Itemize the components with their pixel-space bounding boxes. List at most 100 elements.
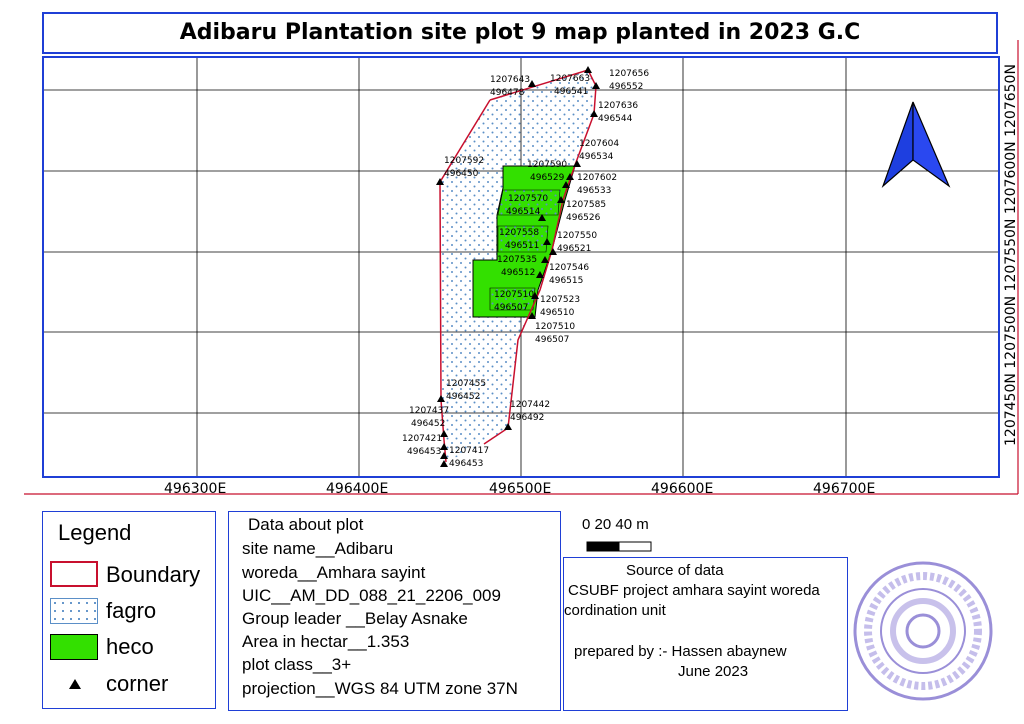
prepared-by: prepared by :- Hassen abaynew [574, 643, 787, 660]
corner-label-e: 496521 [557, 244, 591, 254]
corner-label-e: 496478 [490, 88, 525, 98]
corner-marker [584, 66, 592, 73]
legend-boundary-swatch [50, 561, 98, 587]
corner-label-e: 496526 [566, 213, 601, 223]
corner-labels: 1207643 496478 1207663 496541 1207656 49… [402, 69, 649, 469]
corner-marker [536, 271, 544, 278]
corner-label-e: 496453 [449, 459, 483, 469]
heco-gap [497, 189, 561, 216]
corner-label-n: 1207510 [535, 322, 575, 332]
corner-marker [440, 460, 448, 467]
corner-label-e: 496450 [444, 169, 479, 179]
plot-info-box [228, 511, 561, 711]
corner-label-n: 1207535 [497, 255, 537, 265]
corner-label-e: 496529 [530, 173, 565, 183]
north-arrow-icon [881, 101, 951, 188]
corner-markers [436, 66, 600, 467]
plot-info-heading: Data about plot [248, 515, 364, 534]
legend-label: Boundary [106, 562, 201, 587]
plot-class: plot class__3+ [242, 655, 352, 674]
legend-label: fagro [106, 598, 157, 623]
corner-label-n: 1207421 [402, 434, 442, 444]
corner-marker [504, 423, 512, 430]
legend-heco-swatch [50, 634, 98, 660]
corner-label-n: 1207604 [579, 139, 619, 149]
corner-label-e: 496534 [579, 152, 614, 162]
corner-label-e: 496512 [501, 268, 535, 278]
x-tick-label: 496500E [489, 481, 552, 497]
corner-label-e: 496507 [535, 335, 569, 345]
plot-group-leader: Group leader __Belay Asnake [242, 609, 468, 628]
corner-label-n: 1207636 [598, 101, 638, 111]
corner-label-e: 496514 [506, 207, 541, 217]
corner-label-e: 496452 [411, 419, 445, 429]
corner-label-n: 1207663 [550, 74, 590, 84]
map-canvas: 1207643 496478 1207663 496541 1207656 49… [24, 40, 1019, 495]
x-tick-label: 496600E [651, 481, 714, 497]
x-tick-label: 496300E [164, 481, 227, 497]
y-axis-labels: 1207450N 1207500N 1207550N 1207600N 1207… [1003, 54, 1023, 446]
map-title: Adibaru Plantation site plot 9 map plant… [42, 12, 998, 54]
corner-marker [590, 110, 598, 117]
plot-area: Area in hectar__1.353 [242, 632, 410, 651]
y-axis-text: 1207450N 1207500N 1207550N 1207600N 1207… [1003, 64, 1019, 446]
legend-title: Legend [58, 520, 132, 545]
corner-marker [440, 443, 448, 450]
corner-marker [437, 395, 445, 402]
corner-label-n: 1207550 [557, 231, 597, 241]
prepared-date: June 2023 [678, 663, 749, 680]
corner-label-e: 496453 [407, 447, 441, 457]
corner-label-n: 1207442 [510, 400, 550, 410]
corner-marker [557, 196, 565, 203]
corner-label-e: 496510 [540, 308, 575, 318]
x-tick-label: 496700E [813, 481, 876, 497]
scale-bar [586, 541, 652, 552]
corner-label-n: 1207558 [499, 228, 539, 238]
legend-label: corner [106, 671, 169, 696]
corner-label-e: 496511 [505, 241, 539, 251]
corner-label-e: 496507 [494, 303, 528, 313]
corner-marker [543, 238, 551, 245]
source-heading: Source of data [626, 562, 724, 579]
x-tick-label: 496400E [326, 481, 389, 497]
corner-label-e: 496492 [510, 413, 544, 423]
plot-projection: projection__WGS 84 UTM zone 37N [242, 679, 518, 698]
plot-site-name: site name__Adibaru [242, 539, 394, 558]
corner-marker [562, 181, 570, 188]
map-frame [42, 56, 1000, 478]
corner-label-n: 1207523 [540, 295, 580, 305]
corner-label-e: 496515 [549, 276, 583, 286]
source-line: cordination unit [564, 602, 666, 619]
corner-label-n: 1207656 [609, 69, 649, 79]
official-seal-icon [853, 561, 993, 701]
corner-label-n: 1207592 [444, 156, 484, 166]
source-box [563, 557, 848, 711]
corner-marker [549, 248, 557, 255]
corner-label-n: 1207585 [566, 200, 606, 210]
corner-label-n: 1207590 [527, 160, 567, 170]
legend-label: heco [106, 634, 154, 659]
corner-marker [538, 214, 546, 221]
legend-box [42, 511, 216, 709]
corner-marker [440, 430, 448, 437]
source-line: CSUBF project amhara sayint woreda [568, 582, 820, 599]
corner-label-n: 1207643 [490, 75, 530, 85]
corner-label-e: 496452 [446, 392, 480, 402]
corner-marker [541, 256, 549, 263]
corner-label-e: 496552 [609, 82, 643, 92]
corner-marker [566, 173, 574, 180]
corner-marker [592, 82, 600, 89]
triangle-icon [69, 679, 81, 689]
corner-label-n: 1207602 [577, 173, 617, 183]
scale-label: 0 20 40 m [582, 516, 649, 533]
corner-marker [531, 292, 539, 299]
corner-label-e: 496541 [554, 87, 588, 97]
corner-marker [528, 80, 536, 87]
corner-marker [436, 178, 444, 185]
corner-label-n: 1207455 [446, 379, 486, 389]
legend-fagro-swatch [50, 598, 98, 624]
plot-uic: UIC__AM_DD_088_21_2206_009 [242, 586, 501, 605]
corner-label-e: 496544 [598, 114, 633, 124]
heco-gap [497, 225, 549, 253]
corner-marker [573, 160, 581, 167]
